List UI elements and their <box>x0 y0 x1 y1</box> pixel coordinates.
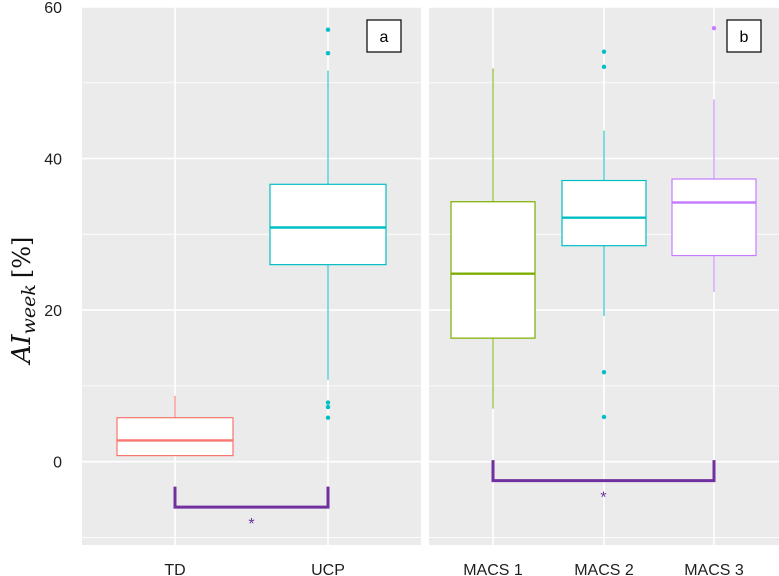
significance-marker: * <box>248 516 254 533</box>
outlier-point-ucp <box>325 404 331 410</box>
x-axis-ticks: TD UCP MACS 1 MACS 2 MACS 3 <box>164 562 744 576</box>
panel-a-boxes: * <box>116 27 387 533</box>
y-tick-label: 40 <box>44 152 62 169</box>
outlier-point-ucp <box>325 27 331 32</box>
y-tick-label: 20 <box>44 303 62 320</box>
x-tick-label-td: TD <box>164 562 185 576</box>
outlier-point-ucp <box>325 51 331 56</box>
panel-b-label: b <box>740 29 749 46</box>
box-macs-1 <box>450 201 536 339</box>
box-td <box>116 417 234 457</box>
x-tick-label-ucp: UCP <box>311 562 345 576</box>
y-tick-label: 60 <box>44 0 62 17</box>
y-axis-ticks: 0 20 40 60 <box>44 0 62 472</box>
outlier-point-macs-2 <box>601 414 607 420</box>
panel-b-label-box <box>726 19 762 53</box>
significance-bracket <box>173 486 330 509</box>
y-axis-label-subscript: week <box>18 284 40 334</box>
outlier-point-ucp <box>325 400 331 405</box>
outlier-point-macs-2 <box>601 49 607 54</box>
panel-a-label: a <box>380 29 389 46</box>
significance-bracket <box>491 460 716 483</box>
x-tick-label-macs-1: MACS 1 <box>463 562 523 576</box>
x-tick-label-macs-3: MACS 3 <box>684 562 744 576</box>
significance-marker: * <box>600 490 606 507</box>
box-ucp <box>269 183 387 266</box>
panel-a-label-box <box>366 19 402 53</box>
box-macs-3 <box>671 178 757 257</box>
x-tick-label-macs-2: MACS 2 <box>574 562 634 576</box>
panel-b: * b <box>429 6 779 545</box>
y-tick-label: 0 <box>53 455 62 472</box>
panel-a-background <box>82 7 421 545</box>
outlier-point-macs-2 <box>601 64 607 70</box>
y-axis-label-unit: [%] <box>8 237 36 279</box>
outlier-point-macs-3 <box>711 26 717 31</box>
outlier-point-ucp <box>325 415 331 420</box>
panel-b-boxes: * <box>450 26 757 507</box>
outlier-point-macs-2 <box>601 370 607 375</box>
panel-a: * a <box>82 6 421 545</box>
box-macs-2 <box>561 179 647 247</box>
y-axis-label: AIweek[%] <box>7 237 40 366</box>
